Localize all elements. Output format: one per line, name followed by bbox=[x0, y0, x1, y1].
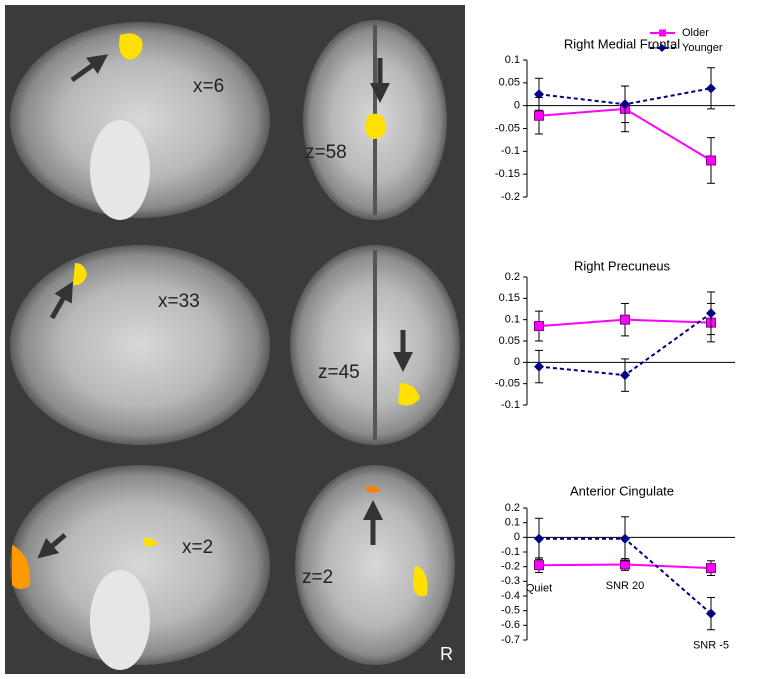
legend-label: Older bbox=[682, 27, 709, 39]
y-tick-label: -0.05 bbox=[495, 122, 520, 134]
marker bbox=[534, 560, 544, 571]
marker bbox=[706, 563, 716, 574]
x-tick-label: Quiet bbox=[526, 582, 552, 594]
y-tick-label: 0.15 bbox=[499, 292, 520, 304]
slice-label: z=45 bbox=[318, 362, 360, 383]
marker bbox=[620, 314, 630, 325]
brain-images bbox=[10, 20, 460, 670]
x-tick-label: SNR 20 bbox=[606, 580, 645, 592]
marker bbox=[620, 559, 630, 570]
marker bbox=[534, 361, 544, 372]
marker bbox=[534, 89, 544, 100]
y-tick-label: 0.1 bbox=[505, 517, 520, 529]
slice-label: x=2 bbox=[182, 537, 213, 558]
slice-label: z=2 bbox=[302, 567, 333, 588]
marker bbox=[706, 155, 716, 166]
y-tick-label: -0.1 bbox=[501, 399, 520, 411]
y-tick-label: 0.1 bbox=[505, 54, 520, 66]
marker bbox=[706, 308, 716, 319]
legend-marker bbox=[658, 44, 666, 52]
y-tick-label: 0.2 bbox=[505, 271, 520, 283]
slice-label: x=6 bbox=[193, 76, 224, 97]
y-tick-label: -0.2 bbox=[501, 561, 520, 573]
slice-label: z=58 bbox=[305, 142, 347, 163]
y-tick-label: -0.15 bbox=[495, 168, 520, 180]
marker bbox=[620, 533, 630, 544]
y-tick-label: 0.05 bbox=[499, 77, 520, 89]
y-tick-label: -0.1 bbox=[501, 145, 520, 157]
marker bbox=[706, 608, 716, 619]
chart-title: Right Precuneus bbox=[574, 258, 671, 273]
y-tick-label: -0.4 bbox=[501, 590, 520, 602]
chart-title: Anterior Cingulate bbox=[570, 483, 674, 498]
marker bbox=[620, 370, 630, 381]
marker bbox=[534, 533, 544, 544]
legend-marker bbox=[659, 29, 666, 37]
y-tick-label: 0.2 bbox=[505, 502, 520, 514]
y-tick-label: -0.7 bbox=[501, 634, 520, 646]
y-tick-label: 0 bbox=[514, 531, 520, 543]
y-tick-label: -0.2 bbox=[501, 191, 520, 203]
y-tick-label: -0.5 bbox=[501, 605, 520, 617]
y-tick-label: -0.3 bbox=[501, 575, 520, 587]
orientation-label: R bbox=[440, 644, 453, 664]
marker bbox=[534, 321, 544, 332]
y-tick-label: -0.05 bbox=[495, 378, 520, 390]
x-tick-label: SNR -5 bbox=[693, 640, 729, 652]
line-chart: Right Precuneus -0.1 -0.05 0 0.05 0.1 0.15 0.2 bbox=[495, 258, 735, 411]
line-chart: Anterior Cingulate -0.7 -0.6 -0.5 -0.4 -0.3 -0… bbox=[501, 483, 735, 652]
y-tick-label: -0.1 bbox=[501, 546, 520, 558]
y-tick-label: 0 bbox=[514, 356, 520, 368]
marker bbox=[534, 110, 544, 121]
y-tick-label: 0 bbox=[514, 100, 520, 112]
legend-label: Younger bbox=[682, 42, 723, 54]
marker bbox=[620, 99, 630, 110]
line-chart: Right Medial Frontal-0.2-0.15-0.1-0.0500… bbox=[495, 27, 735, 203]
y-tick-label: 0.05 bbox=[499, 335, 520, 347]
marker bbox=[706, 83, 716, 94]
y-tick-label: -0.6 bbox=[501, 619, 520, 631]
y-tick-label: 0.1 bbox=[505, 314, 520, 326]
slice-label: x=33 bbox=[158, 291, 200, 312]
